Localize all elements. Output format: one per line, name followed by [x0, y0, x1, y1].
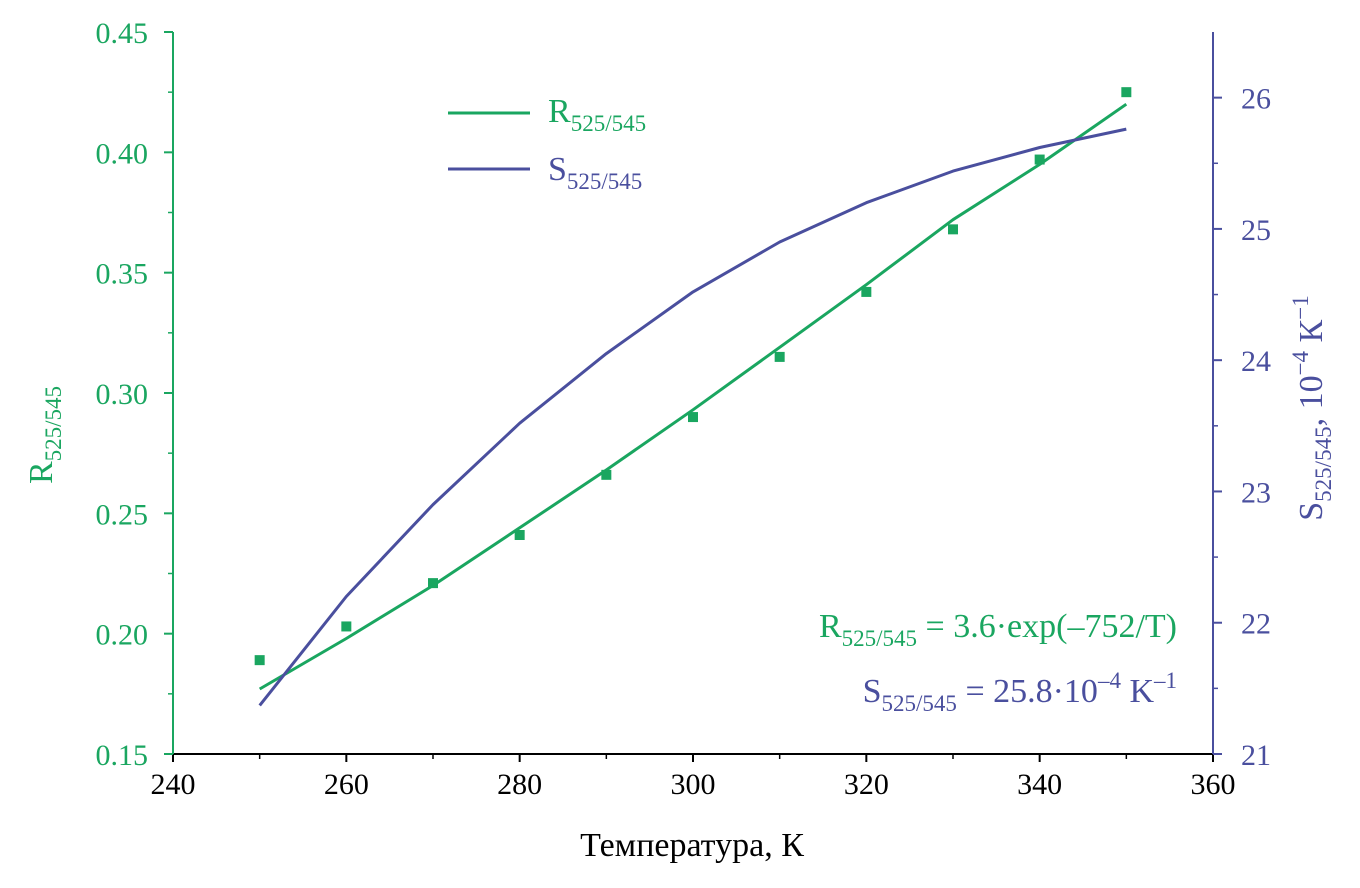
x-tick-label-320: 320	[844, 768, 889, 801]
data-point-330	[948, 224, 958, 235]
plot-area	[254, 87, 1132, 707]
ticks: 240 260 280 300 320 340 360 0.15 0.20 0.25 0.30 0.3…	[96, 17, 1272, 801]
left-tick-label-0.30: 0.30	[96, 378, 149, 411]
series-line-1	[258, 102, 1128, 691]
r-formula-annotation: R525/545 = 3.6·exp(–752/T)	[819, 608, 1177, 651]
left-tick-label-0.35: 0.35	[96, 258, 149, 291]
right-tick-label-22: 22	[1241, 608, 1271, 641]
data-point-300	[688, 412, 698, 423]
data-point-280	[514, 529, 525, 540]
left-tick-label-0.20: 0.20	[96, 619, 149, 652]
right-tick-label-24: 24	[1241, 345, 1271, 378]
data-point-260	[341, 621, 352, 632]
x-tick-label-240: 240	[151, 768, 196, 801]
left-tick-label-0.40: 0.40	[96, 137, 149, 170]
right-tick-label-23: 23	[1241, 476, 1271, 509]
left-tick-label-0.45: 0.45	[96, 17, 149, 50]
right-tick-label-26: 26	[1241, 83, 1271, 116]
x-tick-label-340: 340	[1017, 768, 1062, 801]
series-line-2	[258, 127, 1127, 707]
data-point-290	[601, 469, 612, 480]
right-y-axis-title: S525/545, 10−4 К−1	[1288, 295, 1336, 520]
data-point-270	[428, 578, 438, 589]
left-tick-label-0.15: 0.15	[96, 739, 149, 772]
legend-label-r: R525/545	[548, 93, 646, 136]
data-point-350	[1121, 87, 1132, 98]
legend: R525/545 S525/545	[448, 93, 646, 194]
data-point-320	[861, 286, 872, 297]
x-tick-label-260: 260	[324, 768, 369, 801]
left-tick-label-0.25: 0.25	[96, 498, 149, 531]
x-tick-label-360: 360	[1191, 768, 1236, 801]
data-point-310	[774, 351, 785, 362]
axes	[172, 32, 1214, 755]
data-point-250	[254, 655, 265, 666]
s-formula-annotation: S525/545 = 25.8·10–4 K–1	[863, 668, 1177, 716]
x-tick-label-300: 300	[671, 768, 716, 801]
legend-label-s: S525/545	[548, 151, 642, 194]
x-axis-title: Температура, К	[580, 827, 804, 864]
right-tick-label-21: 21	[1241, 739, 1271, 772]
x-tick-label-280: 280	[497, 768, 542, 801]
data-point-340	[1034, 154, 1045, 165]
left-y-axis-title: R525/545	[23, 386, 66, 484]
right-tick-label-25: 25	[1241, 214, 1271, 247]
